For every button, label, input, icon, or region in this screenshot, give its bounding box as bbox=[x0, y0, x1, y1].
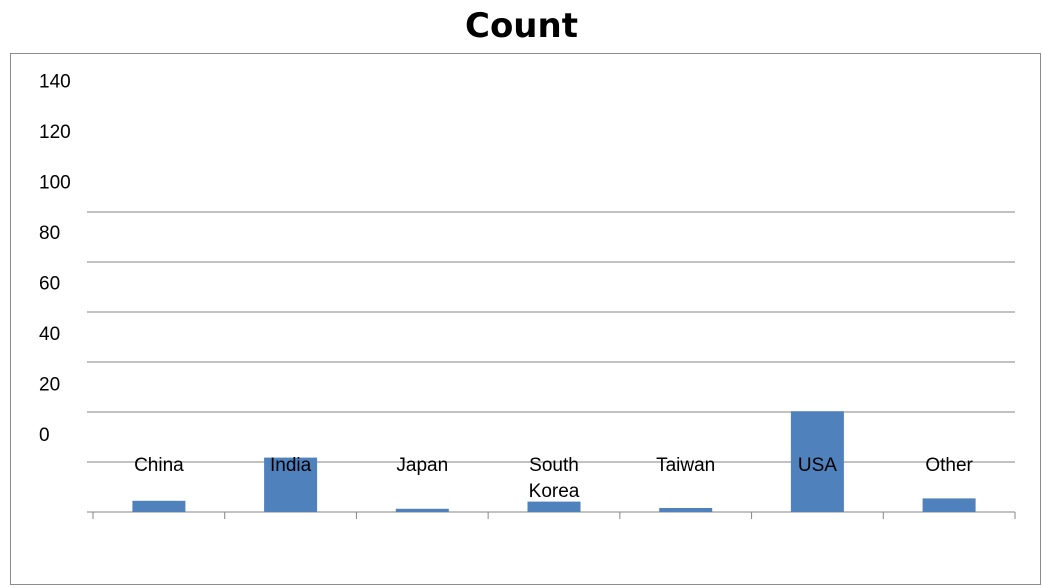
y-tick-labels: 0 20 40 60 80 100 120 140 bbox=[39, 72, 71, 447]
bar-china bbox=[132, 500, 186, 512]
x-tick-label: Taiwan bbox=[656, 455, 715, 476]
y-tick-label: 140 bbox=[39, 72, 71, 93]
x-axis-ticks bbox=[92, 512, 1016, 519]
bar-japan bbox=[395, 508, 449, 512]
bar-other bbox=[922, 498, 976, 512]
chart-frame bbox=[10, 53, 1041, 585]
y-tick-label: 0 bbox=[39, 425, 50, 446]
x-tick-label: Japan bbox=[396, 455, 448, 476]
bars bbox=[132, 411, 976, 512]
y-tick-label: 120 bbox=[39, 122, 71, 143]
x-tick-labels: China India Japan South Korea Taiwan USA Other bbox=[134, 455, 973, 502]
chart-title: Count bbox=[465, 6, 578, 46]
y-tick-label: 20 bbox=[39, 375, 60, 396]
x-tick-label: USA bbox=[798, 455, 837, 476]
y-tick-label: 40 bbox=[39, 324, 60, 345]
y-tick-label: 100 bbox=[39, 173, 71, 194]
x-tick-label: China bbox=[134, 455, 184, 476]
x-tick-label: India bbox=[270, 455, 312, 476]
y-tick-label: 60 bbox=[39, 274, 60, 295]
bar-india bbox=[264, 457, 318, 512]
y-tick-label: 80 bbox=[39, 223, 60, 244]
x-tick-label: Other bbox=[925, 455, 973, 476]
bar-south-korea bbox=[527, 501, 581, 512]
bar-usa bbox=[790, 411, 844, 512]
gridlines bbox=[87, 211, 1015, 513]
bar-taiwan bbox=[659, 508, 713, 512]
x-tick-label: South Korea bbox=[529, 455, 580, 502]
